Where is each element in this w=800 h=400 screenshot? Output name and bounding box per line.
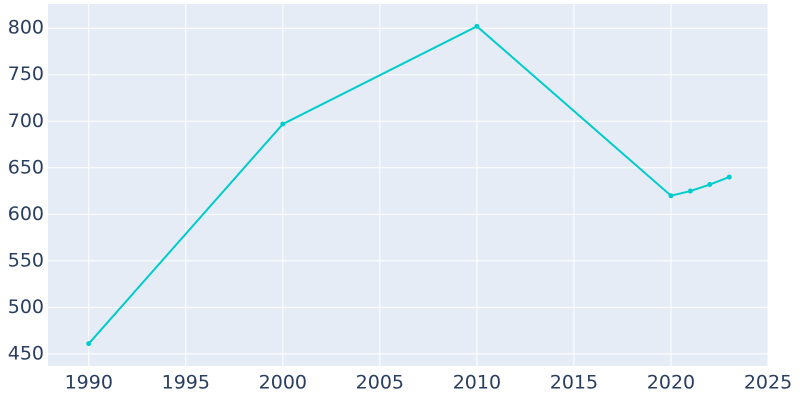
point xyxy=(687,188,693,194)
x-tick-label: 2000 xyxy=(259,372,307,394)
y-tick-label: 700 xyxy=(8,110,44,132)
x-tick-label: 1995 xyxy=(162,372,210,394)
plot-area xyxy=(48,4,768,366)
y-tick-label: 450 xyxy=(8,342,44,364)
y-tick-label: 800 xyxy=(8,17,44,39)
y-tick-label: 500 xyxy=(8,296,44,318)
x-tick-label: 2015 xyxy=(550,372,598,394)
point xyxy=(726,174,732,180)
x-tick-label: 2005 xyxy=(356,372,404,394)
x-tick-label: 2010 xyxy=(453,372,501,394)
x-tick-label: 1990 xyxy=(65,372,113,394)
y-tick-label: 750 xyxy=(8,63,44,85)
point xyxy=(707,182,713,188)
x-tick-label: 2020 xyxy=(647,372,695,394)
point xyxy=(668,193,674,199)
point xyxy=(86,341,92,347)
y-tick-label: 600 xyxy=(8,203,44,225)
y-tick-label: 550 xyxy=(8,249,44,271)
y-tick-label: 650 xyxy=(8,156,44,178)
point xyxy=(280,121,286,127)
x-tick-label: 2025 xyxy=(744,372,792,394)
point xyxy=(474,23,480,29)
